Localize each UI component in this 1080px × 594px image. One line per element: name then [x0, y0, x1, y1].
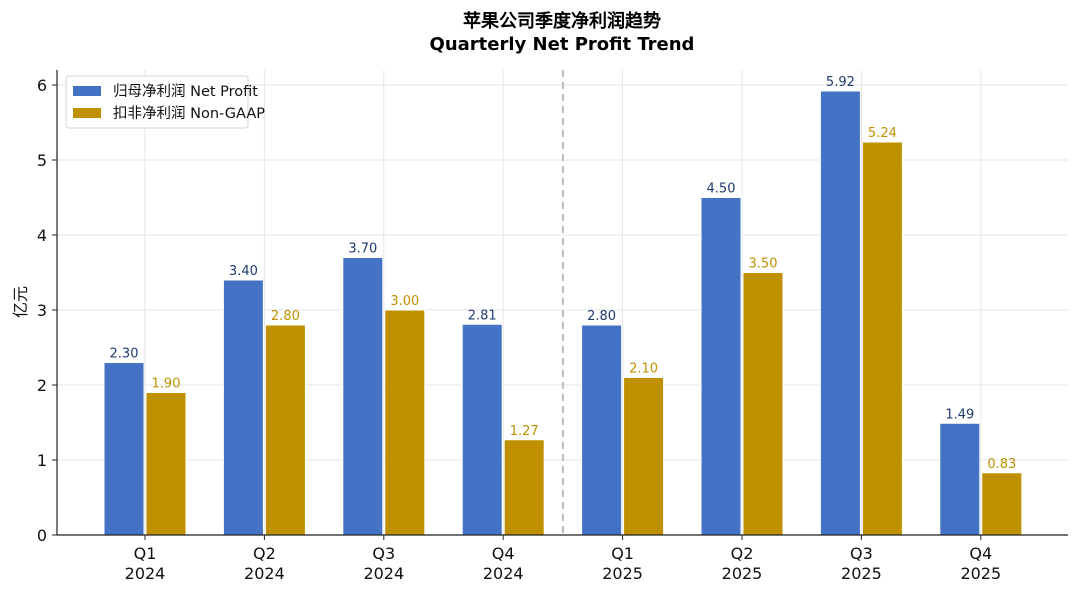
x-tick-label-year: 2024 — [125, 564, 166, 583]
value-label-net-profit: 2.80 — [587, 309, 616, 324]
x-tick-label-year: 2025 — [960, 564, 1001, 583]
y-tick-label: 4 — [37, 226, 47, 245]
x-tick-label-year: 2024 — [363, 564, 404, 583]
value-label-net-profit: 5.92 — [826, 75, 855, 90]
bar-non-gaap — [861, 141, 903, 536]
y-tick-label: 6 — [37, 76, 47, 95]
bar-non-gaap — [623, 377, 665, 536]
x-tick-label-quarter: Q4 — [969, 544, 992, 563]
x-tick-label-year: 2025 — [602, 564, 643, 583]
bar-net-profit — [103, 362, 145, 536]
value-label-net-profit: 2.30 — [110, 347, 139, 362]
bar-non-gaap — [503, 439, 545, 536]
value-label-non-gaap: 5.24 — [868, 126, 897, 141]
bar-non-gaap — [742, 272, 784, 536]
x-tick-label-year: 2024 — [483, 564, 524, 583]
x-tick-label-quarter: Q3 — [372, 544, 395, 563]
bar-non-gaap — [145, 392, 187, 536]
bar-net-profit — [819, 90, 861, 536]
value-label-net-profit: 2.81 — [468, 308, 497, 323]
chart-title-line1: 苹果公司季度净利润趋势 — [463, 10, 661, 32]
bar-net-profit — [222, 279, 264, 536]
legend: 归母净利润 Net Profit 扣非净利润 Non-GAAP — [65, 75, 265, 129]
y-tick-label: 3 — [37, 301, 47, 320]
bar-net-profit — [461, 323, 503, 536]
legend-swatch-net-profit — [73, 86, 101, 96]
legend-box — [65, 75, 249, 129]
x-tick-label-year: 2025 — [722, 564, 763, 583]
legend-swatch-non-gaap — [73, 108, 101, 118]
value-label-non-gaap: 1.27 — [510, 424, 539, 439]
x-tick-label-quarter: Q2 — [731, 544, 754, 563]
x-tick-label-quarter: Q3 — [850, 544, 873, 563]
x-tick-label-quarter: Q1 — [134, 544, 157, 563]
value-label-net-profit: 3.40 — [229, 264, 258, 279]
y-tick-label: 5 — [37, 151, 47, 170]
bars-layer — [103, 90, 1023, 536]
bar-net-profit — [342, 257, 384, 536]
y-tick-label: 1 — [37, 451, 47, 470]
bar-non-gaap — [384, 309, 426, 536]
axes-layer: 0123456Q12024Q22024Q32024Q42024Q12025Q22… — [37, 70, 1068, 583]
value-label-net-profit: 3.70 — [348, 242, 377, 257]
value-label-non-gaap: 2.80 — [271, 309, 300, 324]
y-tick-label: 0 — [37, 526, 47, 545]
x-tick-label-quarter: Q1 — [611, 544, 634, 563]
value-label-non-gaap: 2.10 — [629, 362, 658, 377]
chart-title-line2: Quarterly Net Profit Trend — [430, 34, 695, 55]
value-label-non-gaap: 3.00 — [390, 294, 419, 309]
value-labels-layer: 2.30 3.40 3.70 2.81 2.80 4.50 5.92 1.49 1.90 2.80… — [110, 75, 1017, 472]
x-tick-label-year: 2024 — [244, 564, 285, 583]
y-axis-label: 亿元 — [11, 286, 30, 318]
value-label-non-gaap: 1.90 — [152, 377, 181, 392]
legend-label-non-gaap: 扣非净利润 Non-GAAP — [113, 105, 265, 122]
grid-layer — [57, 70, 1068, 536]
value-label-non-gaap: 3.50 — [749, 257, 778, 272]
value-label-non-gaap: 0.83 — [987, 457, 1016, 472]
value-label-net-profit: 1.49 — [945, 407, 974, 422]
x-tick-label-quarter: Q4 — [492, 544, 515, 563]
bar-non-gaap — [264, 324, 306, 536]
bar-non-gaap — [981, 472, 1023, 536]
bar-net-profit — [581, 324, 623, 536]
bar-net-profit — [939, 422, 981, 536]
x-tick-label-year: 2025 — [841, 564, 882, 583]
y-tick-label: 2 — [37, 376, 47, 395]
x-tick-label-quarter: Q2 — [253, 544, 276, 563]
legend-label-net-profit: 归母净利润 Net Profit — [113, 83, 258, 100]
value-label-net-profit: 4.50 — [707, 182, 736, 197]
bar-net-profit — [700, 197, 742, 536]
